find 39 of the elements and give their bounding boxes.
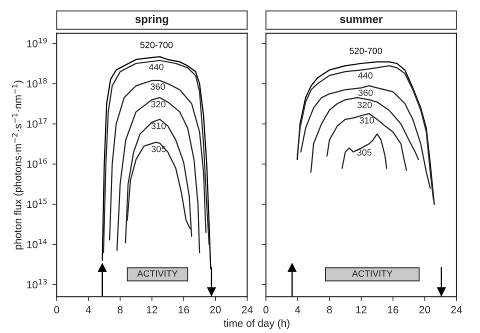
x-tick-label: 12 (146, 306, 158, 314)
x-tick-label: 4 (295, 306, 300, 314)
x-tick-label: 20 (419, 306, 430, 314)
series-label: 310 (360, 117, 374, 124)
series-label: 305 (151, 146, 166, 152)
series-label: 305 (357, 149, 372, 156)
y-tick-label: 10$^{19}$ (27, 38, 47, 48)
band-label: ACTIVITY (352, 270, 392, 277)
x-tick-label: 24 (451, 306, 462, 314)
chart-title: spring (135, 14, 168, 26)
x-tick-label: 0 (263, 306, 268, 314)
x-tick-label: 16 (178, 306, 190, 314)
x-tick-label: 24 (242, 306, 253, 314)
y-axis-title: photon flux (photons·m$^{−2}$·s$^{−1}$·nm$^{−1}$) (12, 80, 24, 250)
series-label: 360 (150, 83, 165, 90)
x-tick-label: 4 (86, 306, 91, 314)
y-tick-label: 10$^{15}$ (27, 198, 47, 208)
series-label: 360 (358, 90, 373, 96)
y-tick-label: 10$^{14}$ (27, 238, 47, 248)
series-label: 320 (357, 102, 372, 108)
x-tick-label: 8 (118, 306, 123, 314)
series-label: 440 (148, 64, 164, 70)
x-tick-label: 20 (210, 306, 221, 314)
series-label: 440 (358, 72, 373, 79)
x-tick-label: 12 (356, 306, 366, 314)
y-tick-label: 10$^{18}$ (27, 78, 47, 88)
x-axis-title: time of day (h) (224, 319, 290, 330)
series-label: 320 (151, 100, 166, 108)
series-label: 520-700 (140, 42, 173, 48)
chart-title: summer (340, 17, 383, 24)
x-tick-label: 0 (54, 306, 60, 314)
y-tick-label: 10$^{17}$ (27, 118, 47, 128)
x-tick-label: 8 (326, 306, 332, 314)
x-tick-label: 16 (388, 306, 398, 314)
band-label: ACTIVITY (137, 270, 178, 277)
y-tick-label: 10$^{13}$ (27, 278, 47, 288)
series-label: 310 (151, 122, 166, 130)
series-label: 520-700 (350, 48, 382, 54)
y-tick-label: 10$^{16}$ (27, 158, 47, 168)
